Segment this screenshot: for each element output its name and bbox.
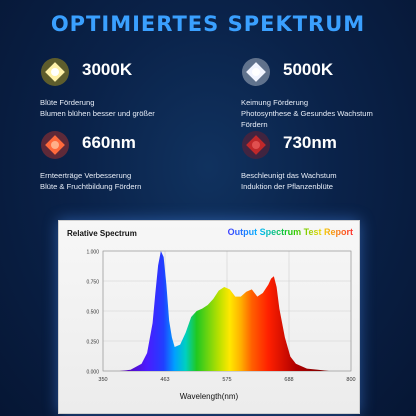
x-tick-label: 350: [98, 377, 107, 383]
y-tick-label: 0.000: [86, 370, 99, 376]
led-chip-icon: [41, 58, 69, 86]
y-tick-label: 1.000: [86, 250, 99, 256]
chart-ylabel: Relative Spectrum: [67, 229, 137, 238]
x-tick-label: 800: [346, 377, 355, 383]
page-title: OPTIMIERTES SPEKTRUM: [50, 12, 366, 36]
led-chip-icon: [242, 58, 270, 86]
feature-description: Keimung Förderung Photosynthese & Gesund…: [241, 98, 373, 129]
feature-description: Ernteerträge Verbesserung Blüte & Frucht…: [40, 171, 142, 191]
y-tick-label: 0.750: [86, 280, 99, 286]
led-chip-icon: [242, 131, 270, 159]
y-tick-label: 0.500: [86, 310, 99, 316]
spectrum-area: [119, 251, 340, 371]
y-tick-label: 0.250: [86, 340, 99, 346]
feature-value: 5000K: [283, 60, 334, 79]
feature-value: 730nm: [283, 133, 337, 152]
led-chip-icon: [41, 131, 69, 159]
feature-value: 660nm: [82, 133, 136, 152]
spectrum-chart-panel: Relative Spectrum Output Spectrum Test R…: [58, 220, 360, 414]
feature-description: Beschleunigt das Wachstum Induktion der …: [241, 171, 337, 191]
x-tick-label: 575: [222, 377, 231, 383]
feature-description: Blüte Förderung Blumen blühen besser und…: [40, 98, 155, 118]
x-tick-label: 688: [284, 377, 293, 383]
chart-title: Output Spectrum Test Report: [227, 227, 353, 237]
spectrum-plot: 0.000 0.250 0.500 0.750 1.000 350 463 575 688 800: [86, 250, 355, 384]
feature-value: 3000K: [82, 60, 133, 79]
x-tick-label: 463: [160, 377, 169, 383]
chart-xlabel: Wavelength(nm): [179, 392, 239, 401]
